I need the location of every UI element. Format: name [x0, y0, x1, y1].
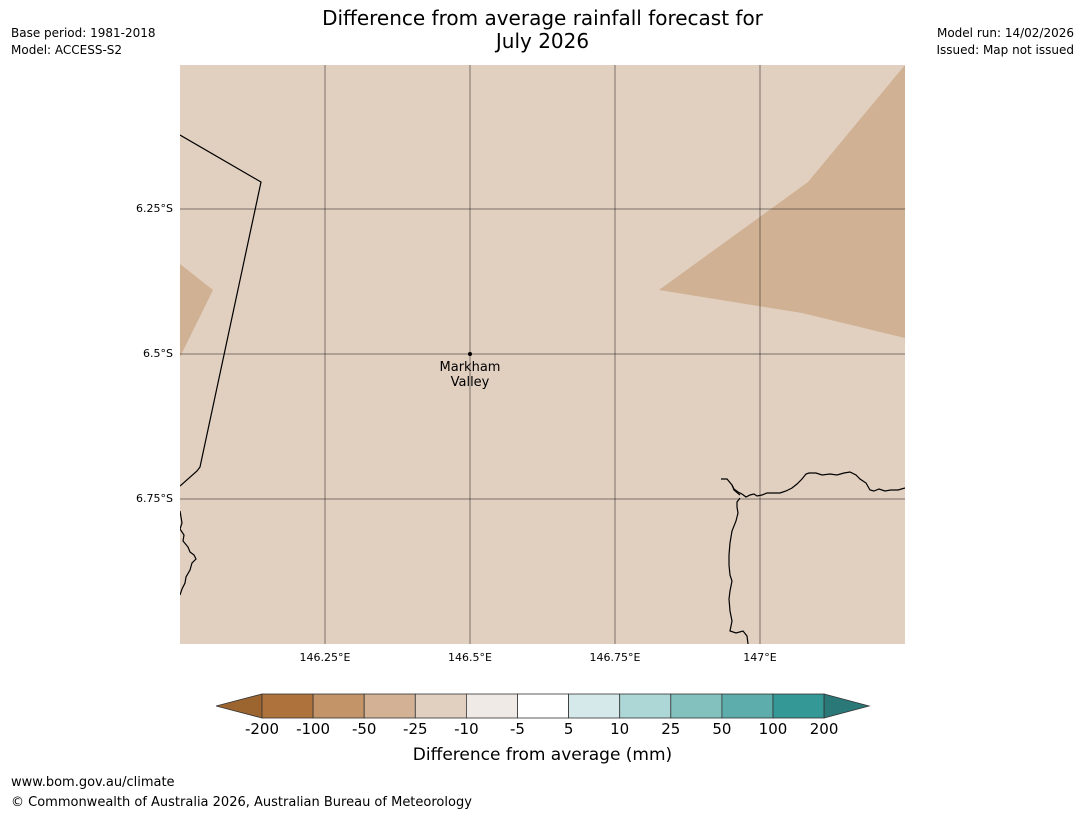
colorbar-segment [363, 693, 416, 719]
anomaly-region-northeast [659, 65, 905, 338]
colorbar-extend-high [823, 693, 871, 719]
colorbar-tick-label: 10 [610, 720, 630, 738]
coastline-southwest [180, 510, 197, 596]
lon-label-146-5: 146.5°E [448, 651, 492, 664]
base-period: Base period: 1981-2018 [11, 26, 156, 40]
model-run: Model run: 14/02/2026 [936, 26, 1074, 40]
lon-label-146-25: 146.25°E [299, 651, 351, 664]
colorbar-segment [670, 693, 723, 719]
lat-label-6-5: 6.5°S [143, 347, 173, 360]
colorbar-segment [568, 693, 621, 719]
coastline-southeast [721, 471, 905, 498]
border-line [180, 134, 262, 487]
colorbar-tick-label: 5 [563, 720, 574, 738]
lon-label-146-75: 146.75°E [589, 651, 641, 664]
coastline-south-lobe [728, 497, 749, 644]
colorbar-label: Difference from average (mm) [412, 745, 673, 765]
lat-label-6-25: 6.25°S [136, 202, 173, 215]
place-line-2: Valley [450, 375, 490, 390]
colorbar-tick-label: -5 [510, 720, 525, 738]
markham-valley-marker [468, 352, 472, 356]
footer-url[interactable]: www.bom.gov.au/climate [11, 775, 175, 790]
colorbar [216, 693, 871, 719]
colorbar-tick-label: 200 [809, 720, 839, 738]
map-background [180, 65, 905, 644]
map-title: Difference from average rainfall forecas… [0, 7, 1085, 53]
colorbar-tick-label: -100 [296, 720, 331, 738]
footer-copyright: © Commonwealth of Australia 2026, Austra… [11, 795, 472, 810]
colorbar-segment [619, 693, 672, 719]
colorbar-segment [312, 693, 365, 719]
colorbar-tick-label: 50 [712, 720, 732, 738]
coastlines [180, 134, 905, 644]
colorbar-tick-label: -50 [351, 720, 377, 738]
model-info: Base period: 1981-2018 Model: ACCESS-S2 [11, 25, 156, 59]
place-label-markham-valley: Markham Valley [420, 360, 520, 390]
lon-label-147: 147°E [743, 651, 777, 664]
colorbar-segment [261, 693, 314, 719]
colorbar-segment [772, 693, 825, 719]
anomaly-region-west [180, 264, 213, 357]
colorbar-segment [517, 693, 569, 719]
lat-label-6-75: 6.75°S [136, 492, 173, 505]
title-line-2: July 2026 [495, 29, 590, 53]
colorbar-tick-label: -10 [454, 720, 479, 738]
run-info: Model run: 14/02/2026 Issued: Map not is… [936, 25, 1074, 59]
colorbar-segment [465, 693, 518, 719]
colorbar-segment [414, 693, 467, 719]
colorbar-tick-label: -25 [403, 720, 428, 738]
colorbar-tick-label: -200 [244, 720, 280, 738]
rainfall-map [180, 65, 905, 644]
model-name: Model: ACCESS-S2 [11, 43, 123, 57]
colorbar-tick-label: 25 [661, 720, 681, 738]
issued-status: Issued: Map not issued [936, 43, 1074, 57]
colorbar-tick-label: 100 [758, 720, 788, 738]
colorbar-extend-low [216, 693, 263, 719]
place-line-1: Markham [439, 360, 501, 375]
gridlines [180, 65, 905, 644]
title-line-1: Difference from average rainfall forecas… [322, 6, 763, 30]
colorbar-segment [721, 693, 774, 719]
